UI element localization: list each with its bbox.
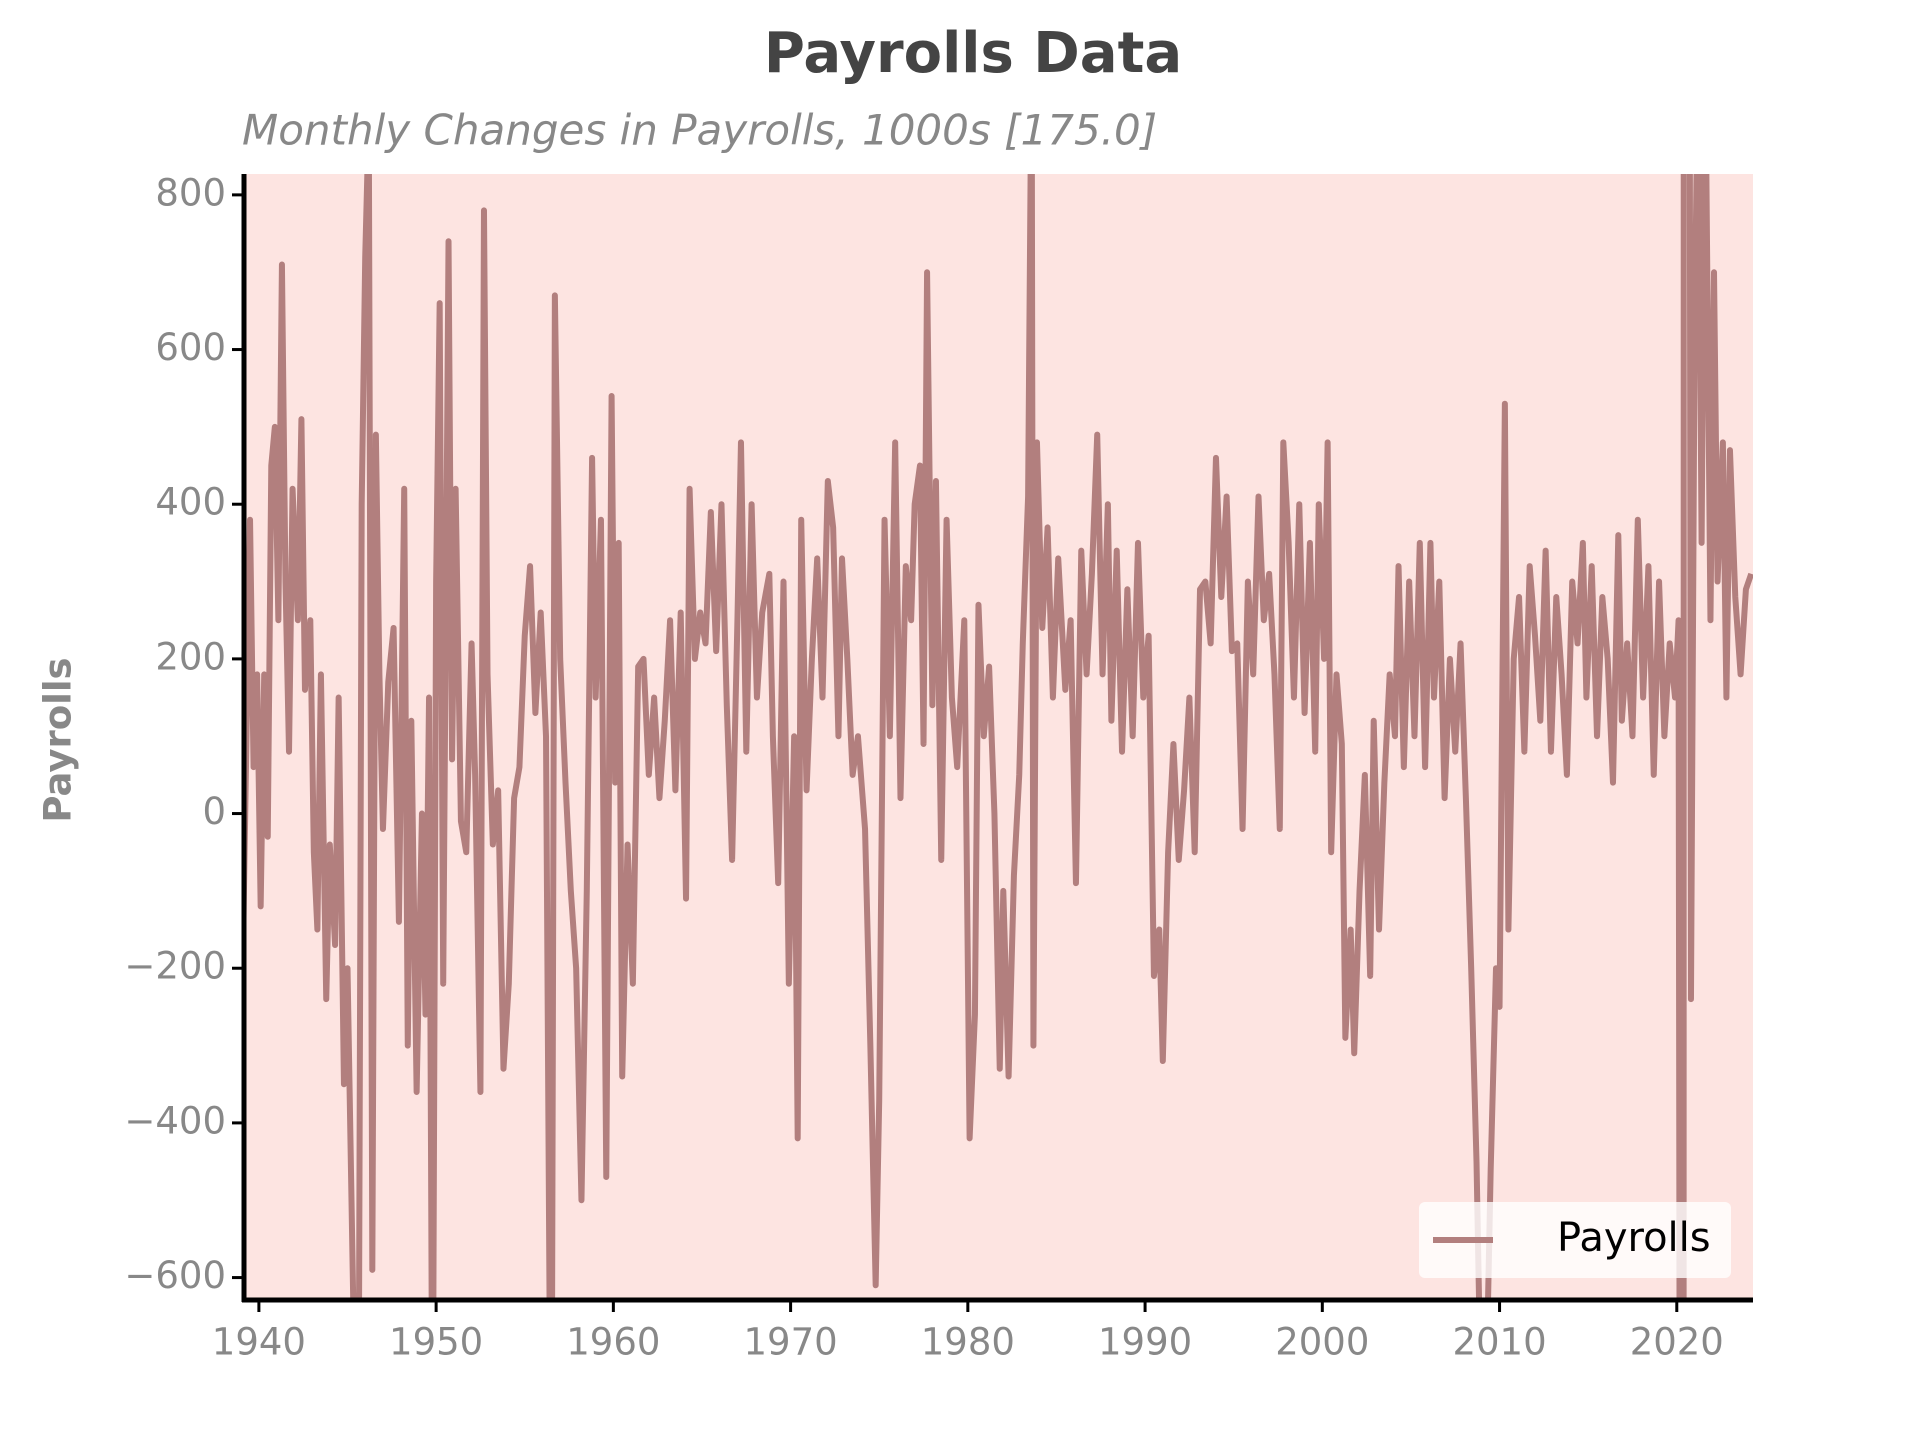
y-tick-label: −600 bbox=[124, 1254, 226, 1297]
x-tick-label: 2000 bbox=[1275, 1321, 1369, 1364]
x-tick-label: 1940 bbox=[212, 1321, 306, 1364]
y-tick-label: 400 bbox=[155, 481, 226, 524]
y-tick-label: 200 bbox=[155, 635, 226, 678]
y-axis-label: Payrolls bbox=[37, 657, 80, 822]
x-tick-label: 1960 bbox=[566, 1321, 660, 1364]
y-tick-label: 800 bbox=[155, 171, 226, 214]
chart-subtitle: Monthly Changes in Payrolls, 1000s [175.… bbox=[242, 106, 1157, 155]
legend-label: Payrolls bbox=[1557, 1215, 1711, 1261]
data-line bbox=[244, 174, 1753, 1300]
x-tick-label: 2020 bbox=[1630, 1321, 1724, 1364]
legend-box bbox=[1419, 1202, 1731, 1278]
x-tick-label: 1980 bbox=[921, 1321, 1015, 1364]
chart-title: Payrolls Data bbox=[764, 21, 1182, 86]
x-tick-label: 1950 bbox=[389, 1321, 483, 1364]
legend: Payrolls bbox=[1419, 1202, 1731, 1278]
y-tick-label: 600 bbox=[155, 326, 226, 369]
y-tick-label: −400 bbox=[124, 1099, 226, 1142]
plot-area bbox=[244, 174, 1753, 1300]
y-tick-label: −200 bbox=[124, 945, 226, 988]
x-tick-label: 1990 bbox=[1098, 1321, 1192, 1364]
x-tick-label: 1970 bbox=[744, 1321, 838, 1364]
y-tick-label: 0 bbox=[202, 790, 226, 833]
x-tick-label: 2010 bbox=[1452, 1321, 1546, 1364]
